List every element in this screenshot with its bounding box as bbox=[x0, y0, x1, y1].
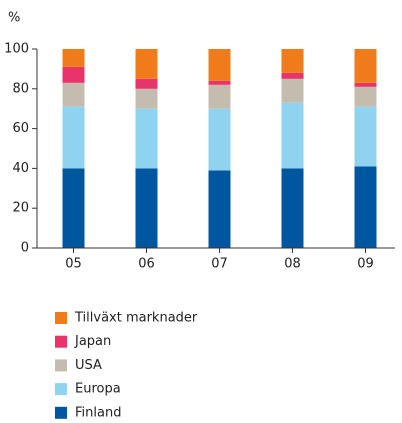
bar-segment bbox=[208, 170, 231, 248]
y-tick-label: 80 bbox=[12, 81, 29, 96]
x-tick-label: 05 bbox=[65, 257, 82, 272]
y-tick-label: 20 bbox=[12, 201, 29, 216]
bar-segment bbox=[135, 108, 158, 169]
bar-segment bbox=[354, 82, 377, 87]
legend-swatch bbox=[55, 383, 67, 396]
legend-label: Tillväxt marknader bbox=[74, 311, 198, 326]
bar-segment bbox=[281, 49, 304, 73]
x-tick-label: 06 bbox=[138, 257, 155, 272]
legend-label: Finland bbox=[75, 405, 121, 420]
bar-segment bbox=[62, 168, 85, 248]
legend-swatch bbox=[55, 359, 67, 372]
bar-segment bbox=[62, 66, 85, 83]
bar-segment bbox=[135, 168, 158, 248]
bar-segment bbox=[62, 106, 85, 169]
bar-segment bbox=[281, 168, 304, 248]
bar-segment bbox=[62, 49, 85, 67]
legend-label: Japan bbox=[74, 334, 111, 349]
bar-segment bbox=[135, 88, 158, 109]
bar-segment bbox=[281, 78, 304, 103]
y-tick-label: 60 bbox=[12, 121, 29, 136]
y-axis-label: % bbox=[8, 11, 20, 26]
legend-swatch bbox=[55, 406, 67, 419]
bar-segment bbox=[354, 166, 377, 248]
bar-segment bbox=[208, 108, 231, 171]
bar-segment bbox=[208, 80, 231, 85]
bar-segment bbox=[135, 49, 158, 79]
bar-segment bbox=[208, 49, 231, 81]
legend-label: USA bbox=[75, 358, 102, 373]
legend-label: Europa bbox=[75, 382, 121, 397]
y-tick-label: 100 bbox=[4, 42, 29, 57]
bar-segment bbox=[62, 82, 85, 107]
bar-segment bbox=[281, 102, 304, 169]
bar-segment bbox=[354, 106, 377, 167]
bar-segment bbox=[354, 49, 377, 83]
legend-swatch bbox=[55, 312, 67, 324]
y-tick-label: 40 bbox=[12, 161, 29, 176]
x-tick-label: 07 bbox=[211, 257, 228, 272]
bar-segment bbox=[281, 72, 304, 79]
bar-segment bbox=[208, 84, 231, 109]
bar-segment bbox=[354, 86, 377, 107]
bar-segment bbox=[135, 78, 158, 89]
legend-swatch bbox=[55, 335, 67, 348]
x-tick-label: 08 bbox=[284, 257, 301, 272]
x-tick-label: 09 bbox=[357, 257, 374, 272]
y-tick-label: 0 bbox=[21, 241, 29, 256]
